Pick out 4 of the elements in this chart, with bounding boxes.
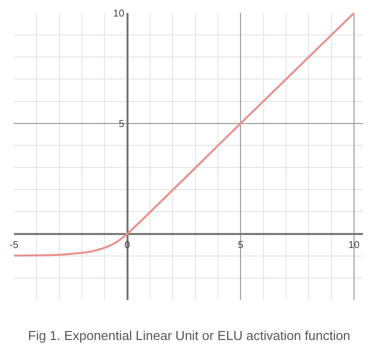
- x-tick-label: 10: [348, 240, 360, 251]
- x-tick-label: 5: [238, 240, 244, 251]
- x-tick-label: -5: [10, 240, 19, 251]
- caption: Fig 1. Exponential Linear Unit or ELU activation function: [28, 328, 350, 343]
